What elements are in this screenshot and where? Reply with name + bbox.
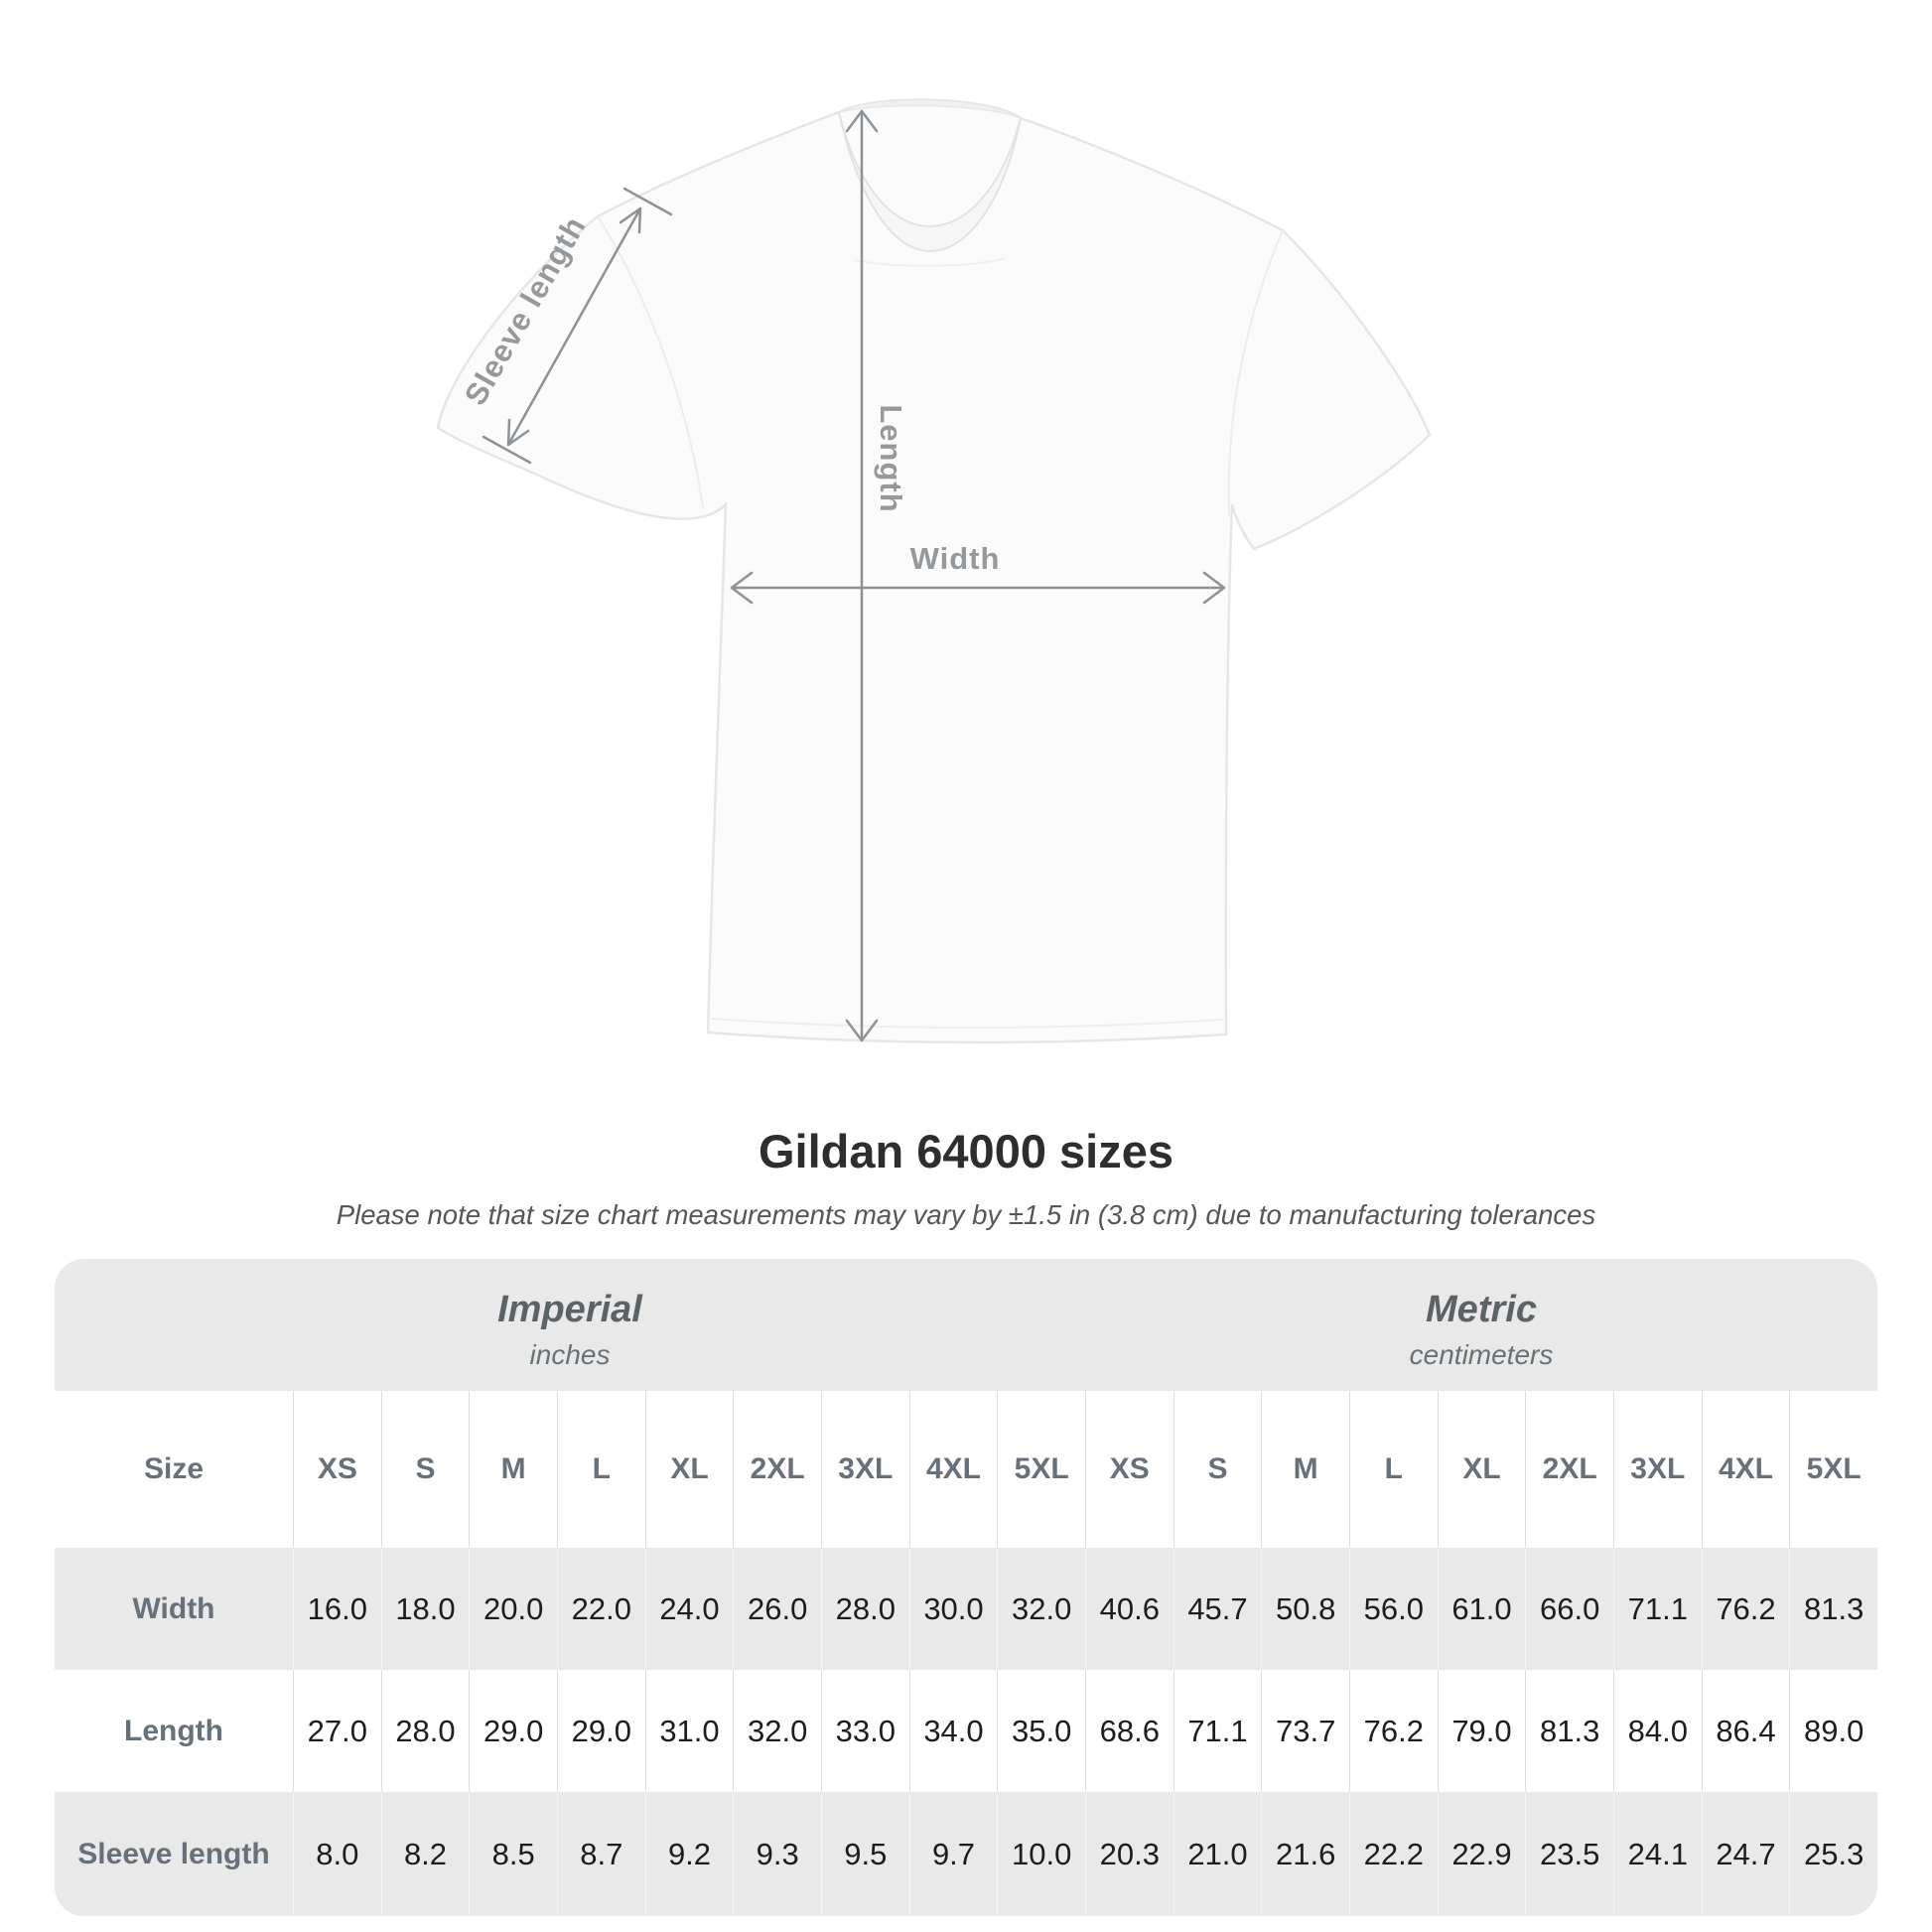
table-cell: 21.6 — [1261, 1792, 1349, 1916]
table-cell: 61.0 — [1437, 1548, 1526, 1670]
size-column-header: Size — [143, 1452, 205, 1485]
table-cell: 29.0 — [469, 1670, 557, 1792]
size-header: XS — [1084, 1391, 1173, 1548]
tshirt-graphic — [436, 98, 1432, 1044]
table-cell: 10.0 — [997, 1792, 1085, 1916]
size-header: 5XL — [997, 1391, 1085, 1548]
metric-title: Metric — [1426, 1289, 1537, 1330]
size-header: XL — [1437, 1391, 1526, 1548]
table-cell: 33.0 — [820, 1670, 909, 1792]
table-row-length: Length 27.0 28.0 29.0 29.0 31.0 32.0 33.… — [55, 1670, 1877, 1792]
row-label: Length — [124, 1714, 223, 1747]
table-cell: 71.1 — [1173, 1670, 1262, 1792]
table-header-row: Size XS S M L XL 2XL 3XL 4XL 5XL XS S M … — [55, 1391, 1877, 1548]
table-cell: 9.5 — [820, 1792, 909, 1916]
metric-header: Metric centimeters — [1085, 1259, 1877, 1371]
size-header: 2XL — [733, 1391, 821, 1548]
table-cell: 8.7 — [556, 1792, 645, 1916]
table-cell: 22.2 — [1348, 1792, 1438, 1916]
table-cell: 28.0 — [820, 1548, 909, 1670]
imperial-title: Imperial — [497, 1289, 642, 1330]
table-cell: 20.3 — [1084, 1792, 1173, 1916]
table-cell: 8.0 — [293, 1792, 381, 1916]
size-header: M — [1261, 1391, 1349, 1548]
imperial-subtitle: inches — [529, 1339, 611, 1370]
unit-header-band: Imperial inches Metric centimeters — [55, 1259, 1877, 1391]
table-cell: 28.0 — [380, 1670, 470, 1792]
width-label: Width — [910, 541, 1001, 576]
table-cell: 81.3 — [1789, 1548, 1877, 1670]
size-header: S — [380, 1391, 470, 1548]
table-cell: 24.1 — [1612, 1792, 1702, 1916]
table-cell: 50.8 — [1261, 1548, 1349, 1670]
table-cell: 9.7 — [908, 1792, 998, 1916]
size-header: XL — [644, 1391, 734, 1548]
table-cell: 29.0 — [556, 1670, 645, 1792]
metric-subtitle: centimeters — [1409, 1339, 1554, 1370]
table-cell: 20.0 — [469, 1548, 557, 1670]
table-cell: 71.1 — [1612, 1548, 1702, 1670]
table-cell: 30.0 — [908, 1548, 998, 1670]
size-header: L — [556, 1391, 645, 1548]
page-title: Gildan 64000 sizes — [758, 1125, 1174, 1177]
table-cell: 22.0 — [556, 1548, 645, 1670]
table-cell: 22.9 — [1437, 1792, 1526, 1916]
table-cell: 25.3 — [1789, 1792, 1877, 1916]
table-cell: 34.0 — [908, 1670, 998, 1792]
table-cell: 73.7 — [1261, 1670, 1349, 1792]
length-arrow — [845, 109, 879, 1042]
table-cell: 18.0 — [380, 1548, 470, 1670]
size-header: L — [1348, 1391, 1438, 1548]
table-cell: 86.4 — [1701, 1670, 1790, 1792]
length-label: Length — [874, 404, 908, 512]
size-header: 5XL — [1789, 1391, 1877, 1548]
table-cell: 76.2 — [1348, 1670, 1438, 1792]
size-header: 2XL — [1525, 1391, 1613, 1548]
table-cell: 79.0 — [1437, 1670, 1526, 1792]
table-cell: 84.0 — [1612, 1670, 1702, 1792]
size-table: Imperial inches Metric centimeters Size … — [55, 1259, 1877, 1916]
table-cell: 27.0 — [293, 1670, 381, 1792]
table-cell: 56.0 — [1348, 1548, 1438, 1670]
width-arrow — [730, 571, 1226, 605]
row-label: Width — [132, 1591, 215, 1625]
size-header: 3XL — [820, 1391, 909, 1548]
table-cell: 35.0 — [997, 1670, 1085, 1792]
size-header: M — [469, 1391, 557, 1548]
collar-band — [838, 111, 1022, 253]
table-cell: 16.0 — [293, 1548, 381, 1670]
table-cell: 81.3 — [1525, 1670, 1613, 1792]
table-cell: 8.5 — [469, 1792, 557, 1916]
row-label: Sleeve length — [77, 1837, 270, 1870]
table-cell: 26.0 — [733, 1548, 821, 1670]
table-cell: 31.0 — [644, 1670, 734, 1792]
sleeve-length-arrow — [482, 187, 673, 465]
table-cell: 32.0 — [997, 1548, 1085, 1670]
table-row-sleeve-length: Sleeve length 8.0 8.2 8.5 8.7 9.2 9.3 9.… — [55, 1792, 1877, 1916]
table-cell: 40.6 — [1084, 1548, 1173, 1670]
table-cell: 89.0 — [1789, 1670, 1877, 1792]
table-cell: 8.2 — [380, 1792, 470, 1916]
table-cell: 45.7 — [1173, 1548, 1262, 1670]
table-cell: 9.2 — [644, 1792, 734, 1916]
imperial-header: Imperial inches — [55, 1259, 1085, 1371]
table-cell: 21.0 — [1173, 1792, 1262, 1916]
table-row-width: Width 16.0 18.0 20.0 22.0 24.0 26.0 28.0… — [55, 1548, 1877, 1670]
size-header: 3XL — [1612, 1391, 1702, 1548]
table-cell: 66.0 — [1525, 1548, 1613, 1670]
table-cell: 24.0 — [644, 1548, 734, 1670]
size-header: XS — [293, 1391, 381, 1548]
size-header: S — [1173, 1391, 1262, 1548]
size-header: 4XL — [1701, 1391, 1790, 1548]
table-cell: 76.2 — [1701, 1548, 1790, 1670]
page-subtitle: Please note that size chart measurements… — [336, 1199, 1596, 1230]
table-cell: 23.5 — [1525, 1792, 1613, 1916]
table-cell: 24.7 — [1701, 1792, 1790, 1916]
table-cell: 68.6 — [1084, 1670, 1173, 1792]
table-cell: 9.3 — [733, 1792, 821, 1916]
table-cell: 32.0 — [733, 1670, 821, 1792]
size-header: 4XL — [908, 1391, 998, 1548]
tshirt-size-diagram: Sleeve length Length Width — [436, 98, 1432, 1044]
